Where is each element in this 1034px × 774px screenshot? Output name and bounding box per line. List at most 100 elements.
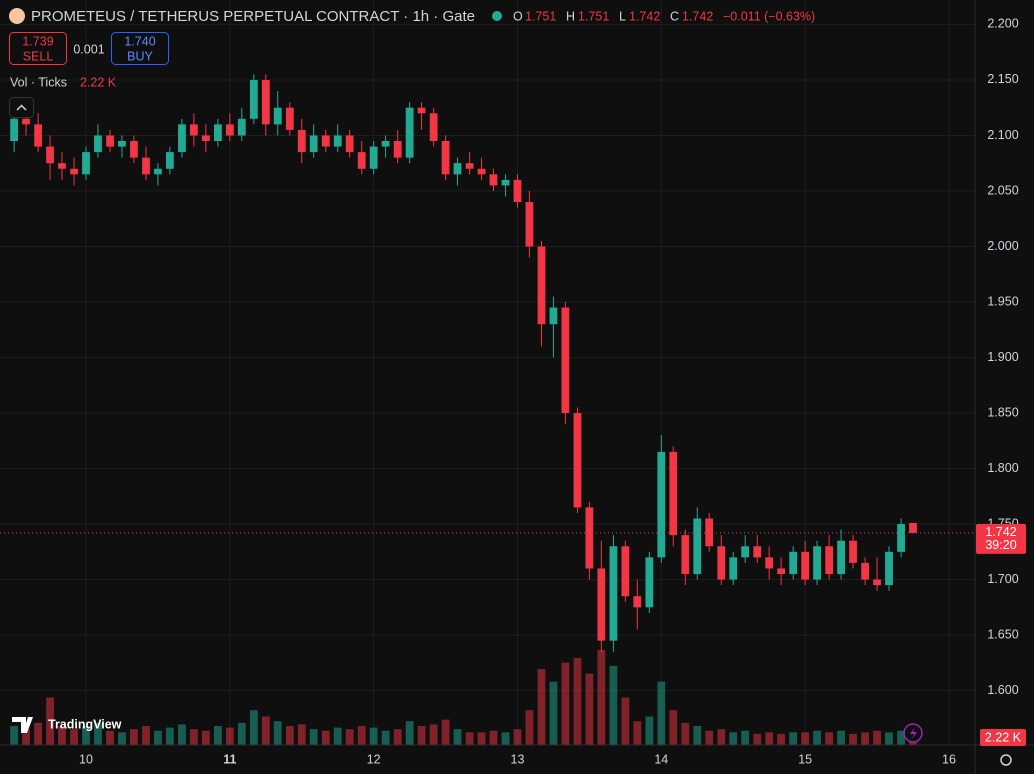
last-price-label: 1.742: [985, 525, 1016, 539]
volume-bar: [381, 730, 390, 745]
volume-bar: [70, 729, 78, 745]
last-price-box: [976, 523, 1026, 554]
volume-bar: [597, 650, 606, 745]
volume-bar: [837, 730, 845, 745]
candle-body: [118, 141, 126, 147]
candle-body: [801, 551, 810, 580]
candle-body: [345, 135, 354, 153]
volume-label-box: [980, 729, 1026, 746]
candle-body: [58, 163, 66, 169]
candle-body: [297, 129, 306, 153]
volume-bar: [693, 726, 702, 745]
volume-bar: [573, 657, 582, 745]
candle-body: [10, 118, 18, 142]
countdown: 39:20: [985, 538, 1016, 552]
candle-body: [597, 568, 606, 641]
ohlc-value: 1.742: [682, 9, 713, 23]
volume-bar: [813, 730, 821, 745]
candle-body: [681, 535, 690, 575]
volume-bar: [885, 732, 893, 745]
volume-bar: [345, 729, 354, 745]
volume-bar: [585, 673, 594, 745]
chart-title: PROMETEUS / TETHERUS PERPETUAL CONTRACT …: [31, 8, 475, 25]
candle-body: [381, 141, 390, 147]
volume-bar: [10, 726, 18, 745]
candle-body: [777, 568, 786, 575]
candle-body: [441, 141, 450, 175]
ohlc-label: O: [513, 9, 523, 23]
candle-body: [214, 124, 222, 142]
candle-body: [321, 135, 330, 147]
volume-bar: [225, 727, 234, 745]
volume-bar: [825, 732, 834, 745]
candle-body: [285, 107, 294, 130]
candle-body: [657, 451, 666, 558]
volume-bar: [201, 730, 210, 745]
candle-body: [477, 168, 486, 175]
volume-bar: [765, 732, 774, 745]
ohlc-value: 1.751: [578, 9, 609, 23]
candle-body: [909, 522, 917, 533]
volume-bar: [46, 697, 54, 745]
candle-body: [633, 596, 642, 608]
candle-body: [369, 146, 378, 169]
candle-body: [46, 146, 54, 164]
buy-button[interactable]: [111, 32, 169, 65]
y-tick-label: 2.100: [987, 128, 1018, 142]
candle-body: [693, 518, 702, 575]
y-tick-label: 1.650: [987, 627, 1018, 641]
volume-bar: [537, 669, 546, 745]
volume-bar: [405, 721, 414, 745]
candle-body: [34, 124, 43, 147]
volume-bar: [477, 732, 486, 745]
volume-bar: [717, 729, 726, 745]
ohlc-value: 1.742: [629, 9, 660, 23]
volume-bar: [453, 729, 462, 745]
sell-button[interactable]: [9, 32, 67, 65]
volume-bar: [861, 732, 870, 745]
candle-body: [225, 124, 234, 136]
volume-label: 2.22 K: [985, 730, 1022, 744]
volume-bar: [729, 732, 738, 745]
volume-bar: [154, 730, 162, 745]
volume-bar: [273, 721, 282, 745]
candle-body: [357, 152, 366, 169]
alert-icon[interactable]: [903, 723, 923, 743]
settings-icon[interactable]: [1000, 754, 1012, 766]
brand-name: TradingView: [48, 717, 122, 731]
volume-bar: [633, 721, 642, 745]
volume-bar: [142, 726, 150, 745]
volume-bar: [321, 730, 330, 745]
volume-bar: [165, 727, 174, 745]
y-tick-label: 1.950: [987, 294, 1018, 308]
volume-bar: [237, 722, 246, 745]
chevron-icon: [16, 104, 27, 111]
candle-body: [417, 107, 426, 114]
candle-body: [154, 168, 162, 175]
collapse-button[interactable]: [9, 97, 34, 118]
candle-body: [765, 557, 774, 569]
candle-body: [489, 174, 498, 186]
volume-bar: [34, 722, 43, 745]
grid: [0, 0, 975, 745]
x-tick-label: 15: [798, 752, 812, 766]
y-tick-label: 2.000: [987, 239, 1018, 253]
candle-body: [573, 413, 582, 508]
candle-body: [561, 307, 570, 414]
volume-bar: [753, 733, 762, 745]
volume-bar: [741, 730, 750, 745]
x-tick-label: 12: [367, 752, 381, 766]
candle-body: [130, 141, 138, 158]
volume-pane: [10, 650, 917, 745]
volume-bar: [285, 726, 294, 745]
y-tick-label: 2.150: [987, 72, 1018, 86]
candle-body: [537, 246, 546, 325]
candle-body: [513, 179, 522, 203]
volume-bar: [106, 730, 114, 745]
volume-bar: [909, 741, 917, 745]
volume-bar: [849, 733, 857, 745]
volume-bar: [309, 729, 318, 745]
volume-bar: [429, 724, 438, 745]
candle-body: [621, 546, 630, 597]
